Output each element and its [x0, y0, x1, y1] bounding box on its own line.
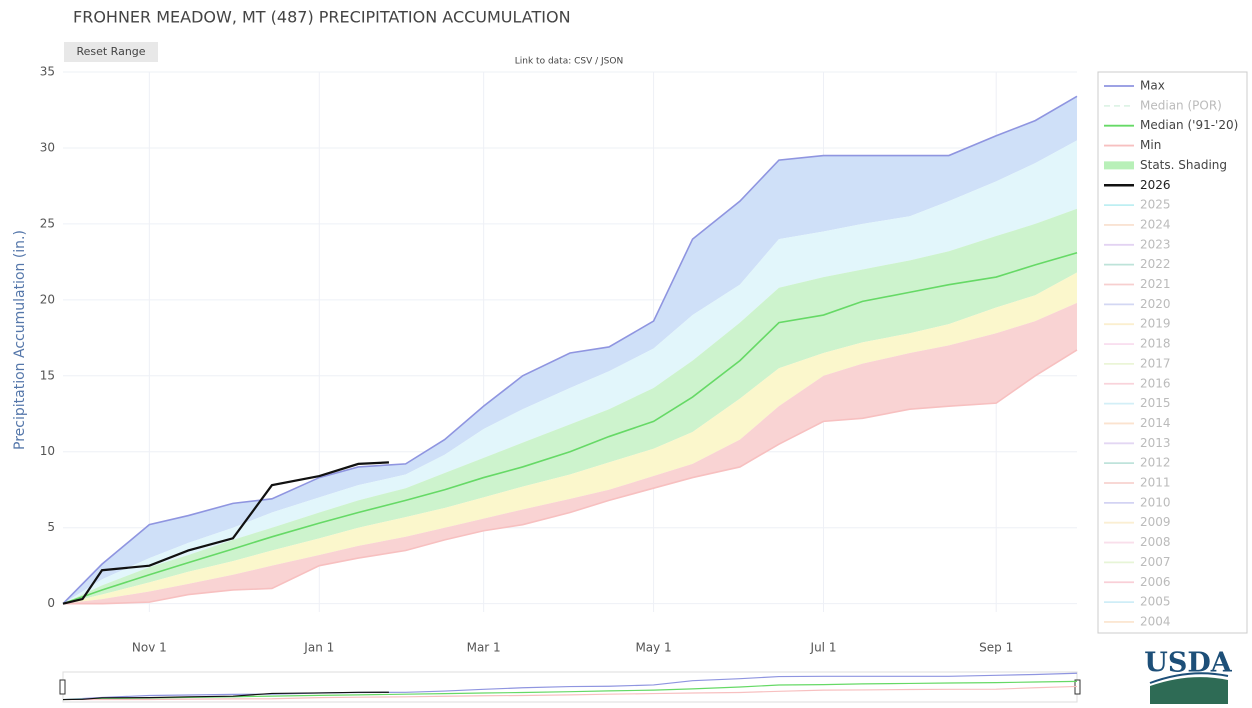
- x-tick-label: May 1: [635, 641, 671, 655]
- legend-item[interactable]: 2016: [1104, 376, 1171, 390]
- usda-logo: USDA: [1144, 648, 1233, 704]
- stats-band: [63, 302, 1077, 604]
- y-axis-label: Precipitation Accumulation (in.): [12, 230, 28, 450]
- legend-item[interactable]: 2006: [1104, 575, 1171, 589]
- legend-item[interactable]: 2021: [1104, 277, 1171, 291]
- legend-item[interactable]: 2011: [1104, 476, 1171, 490]
- legend-item[interactable]: 2007: [1104, 555, 1171, 569]
- plot-area: [62, 71, 1078, 612]
- stats-band: [63, 96, 1077, 604]
- legend-label: 2019: [1140, 317, 1171, 331]
- legend-item[interactable]: 2017: [1104, 356, 1171, 370]
- legend-item[interactable]: 2019: [1104, 317, 1171, 331]
- x-tick-label: Nov 1: [132, 641, 167, 655]
- x-tick-label: Jul 1: [810, 641, 837, 655]
- legend-label: 2018: [1140, 337, 1171, 351]
- legend-label: 2025: [1140, 198, 1171, 212]
- legend-label: 2016: [1140, 376, 1171, 390]
- x-tick-label: Mar 1: [467, 641, 501, 655]
- legend-label: 2006: [1140, 575, 1171, 589]
- legend-label: 2012: [1140, 456, 1171, 470]
- legend-item[interactable]: 2004: [1104, 614, 1171, 628]
- legend-label: Stats. Shading: [1140, 158, 1227, 172]
- stats-band: [63, 140, 1077, 604]
- legend-item[interactable]: 2013: [1104, 436, 1171, 450]
- legend-item[interactable]: 2010: [1104, 495, 1171, 509]
- reset-button[interactable]: Reset Range: [76, 45, 145, 58]
- legend-label: 2013: [1140, 436, 1171, 450]
- y-tick-label: 20: [40, 292, 55, 306]
- y-tick-label: 30: [40, 140, 55, 154]
- y-tick-label: 10: [40, 444, 55, 458]
- chart-title: FROHNER MEADOW, MT (487) PRECIPITATION A…: [73, 8, 571, 27]
- legend-item[interactable]: 2026: [1104, 178, 1171, 192]
- legend-label: 2022: [1140, 257, 1171, 271]
- legend-label: 2008: [1140, 535, 1171, 549]
- legend-item[interactable]: Stats. Shading: [1104, 158, 1227, 172]
- legend-item[interactable]: 2018: [1104, 337, 1171, 351]
- legend-item[interactable]: 2023: [1104, 237, 1171, 251]
- legend-item[interactable]: 2015: [1104, 396, 1171, 410]
- legend-label: 2005: [1140, 595, 1171, 609]
- legend-label: 2023: [1140, 237, 1171, 251]
- legend-label: 2004: [1140, 614, 1171, 628]
- slider-handle[interactable]: [59, 679, 66, 695]
- y-tick-label: 35: [40, 65, 55, 79]
- legend-label: 2024: [1140, 217, 1171, 231]
- y-tick-label: 15: [40, 368, 55, 382]
- stats-band: [63, 272, 1077, 604]
- logo-wave: [1149, 672, 1229, 684]
- y-tick-label: 0: [47, 596, 55, 610]
- series-line: [62, 95, 1078, 605]
- data-link[interactable]: Link to data: CSV / JSON: [515, 57, 623, 67]
- legend-label: Median (POR): [1140, 98, 1222, 112]
- slider-line: [62, 691, 389, 701]
- legend-item[interactable]: Median (POR): [1104, 98, 1222, 112]
- legend-label: 2026: [1140, 178, 1171, 192]
- legend-label: 2007: [1140, 555, 1171, 569]
- legend-item[interactable]: 2022: [1104, 257, 1171, 271]
- legend-label: 2020: [1140, 297, 1171, 311]
- legend-item[interactable]: Min: [1104, 138, 1161, 152]
- legend-item[interactable]: 2014: [1104, 416, 1171, 430]
- stats-band: [63, 208, 1077, 604]
- legend-label: Min: [1140, 138, 1161, 152]
- legend-item[interactable]: 2008: [1104, 535, 1171, 549]
- legend-label: 2017: [1140, 356, 1171, 370]
- x-tick-label: Sep 1: [979, 641, 1013, 655]
- legend-label: Median ('91-'20): [1140, 118, 1238, 132]
- legend-label: 2021: [1140, 277, 1171, 291]
- reset-button-bg[interactable]: [64, 42, 158, 62]
- legend-item[interactable]: 2012: [1104, 456, 1171, 470]
- legend-label: 2014: [1140, 416, 1171, 430]
- legend-label: Max: [1140, 79, 1165, 93]
- series-line: [62, 461, 389, 605]
- y-tick-label: 25: [40, 216, 55, 230]
- legend-label: 2009: [1140, 515, 1171, 529]
- legend-item[interactable]: 2020: [1104, 297, 1171, 311]
- legend-box: [1097, 71, 1248, 634]
- x-tick-label: Jan 1: [303, 641, 334, 655]
- legend-item[interactable]: 2009: [1104, 515, 1171, 529]
- legend-item[interactable]: 2005: [1104, 595, 1171, 609]
- legend-item[interactable]: Median ('91-'20): [1104, 118, 1238, 132]
- legend-label: 2010: [1140, 495, 1171, 509]
- series-line: [62, 251, 1078, 605]
- legend-label: 2011: [1140, 476, 1171, 490]
- slider-line: [62, 672, 1078, 701]
- series-line: [63, 349, 1078, 605]
- legend-label: 2015: [1140, 396, 1171, 410]
- logo-field: [1150, 677, 1228, 704]
- legend-item[interactable]: 2024: [1104, 217, 1171, 231]
- y-tick-label: 5: [47, 520, 55, 534]
- slider-line: [63, 685, 1078, 701]
- legend-item[interactable]: Max: [1104, 79, 1165, 93]
- legend-item[interactable]: 2025: [1104, 198, 1171, 212]
